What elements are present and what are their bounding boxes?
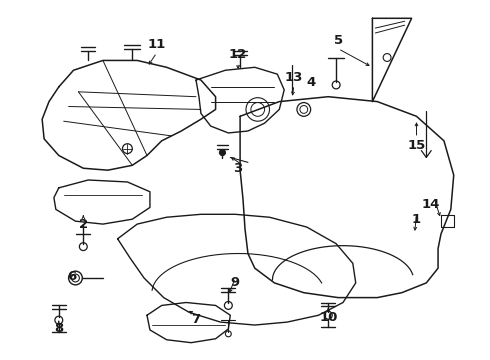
Text: 5: 5 [334,34,343,48]
Text: 14: 14 [422,198,441,211]
Text: 10: 10 [319,311,338,324]
Text: 4: 4 [306,76,315,89]
Text: 2: 2 [79,217,88,231]
Text: 1: 1 [412,213,421,226]
Circle shape [220,150,225,156]
Text: 15: 15 [407,139,426,152]
Text: 8: 8 [54,323,63,336]
Text: 9: 9 [231,276,240,289]
Text: 11: 11 [147,38,166,51]
Text: 7: 7 [192,312,200,326]
Text: 3: 3 [234,162,243,175]
Text: 13: 13 [285,71,303,84]
Text: 12: 12 [229,48,247,61]
Text: 6: 6 [67,270,76,283]
